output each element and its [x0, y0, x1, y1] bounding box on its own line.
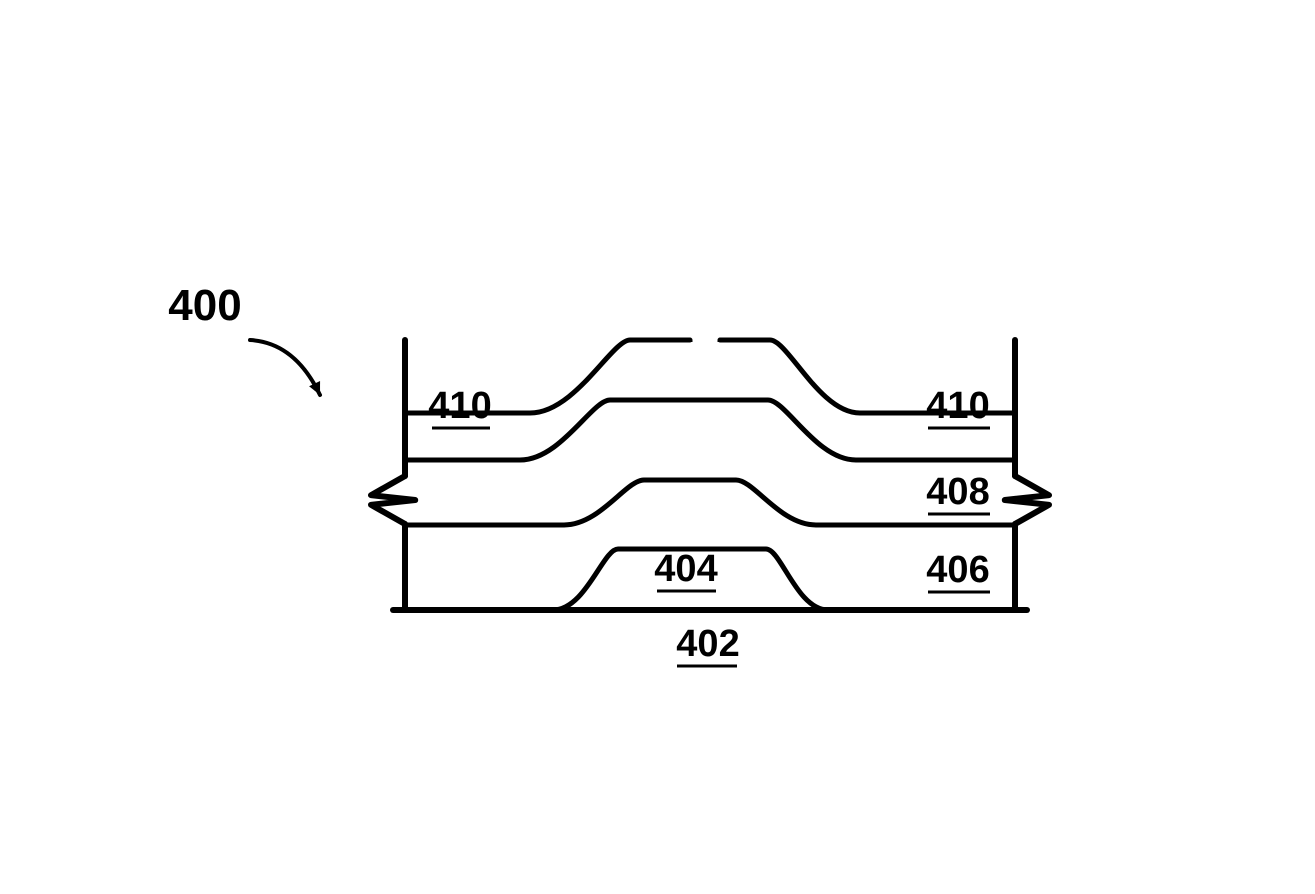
label-410: 410 [428, 385, 491, 427]
label-402: 402 [676, 623, 739, 665]
label-400: 400 [168, 281, 241, 330]
label-408: 408 [926, 471, 989, 513]
label-410: 410 [926, 385, 989, 427]
interface-406-408 [405, 480, 1015, 525]
leader-arrow [250, 340, 320, 395]
label-406: 406 [926, 549, 989, 591]
interface-408-410 [405, 400, 1015, 460]
break-mark [371, 476, 415, 524]
label-404: 404 [654, 548, 717, 590]
break-mark [1005, 476, 1049, 524]
